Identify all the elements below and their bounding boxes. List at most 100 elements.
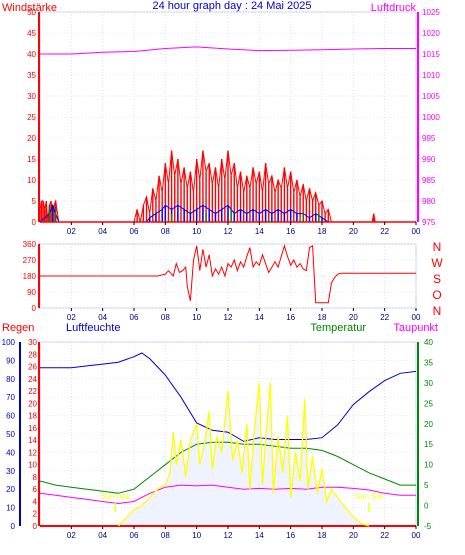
pressure-tick-label: 1005 (422, 92, 440, 101)
time-tick-label: 08 (161, 313, 170, 322)
direction-tick-label: 0 (32, 304, 37, 313)
wind-tick-label: 20 (27, 134, 36, 143)
humidity-tick-label: 60 (6, 412, 15, 421)
time-tick-label: 22 (380, 531, 389, 540)
wind-direction-series (40, 244, 416, 304)
dewpoint-line (39, 484, 416, 505)
humidity-tick-label: 20 (6, 485, 15, 494)
wind-tick-label: 40 (27, 50, 36, 59)
direction-degree-axis: 0 90 180 270 360 (23, 240, 40, 313)
pressure-tick-label: 990 (422, 155, 436, 164)
wind-tick-label: 50 (27, 8, 36, 17)
time-tick-label: 14 (255, 227, 264, 236)
temperature-tick-label: 5 (424, 481, 429, 490)
time-tick-label: 04 (98, 313, 107, 322)
rain-tick-label: 24 (28, 375, 37, 384)
time-tick-label: 16 (286, 531, 295, 540)
humidity-tick-label: 70 (6, 393, 15, 402)
pressure-tick-label: 1025 (422, 8, 440, 17)
time-tick-label: 06 (130, 531, 139, 540)
pressure-axis-title: Luftdruck (371, 2, 417, 14)
time-tick-label: 16 (286, 227, 295, 236)
humidity-tick-label: 0 (11, 522, 16, 531)
humidity-tick-label: 100 (2, 338, 16, 347)
time-tick-label: 04 (98, 531, 107, 540)
pressure-tick-label: 1000 (422, 113, 440, 122)
humidity-tick-label: 90 (6, 356, 15, 365)
solar-area (118, 382, 369, 526)
rain-tick-label: 18 (28, 412, 37, 421)
rain-tick-label: 8 (33, 473, 38, 482)
wind-pressure-series (39, 46, 416, 223)
chart-title: 24 hour graph day : 24 Mai 2025 (152, 0, 311, 12)
direction-tick-label: 180 (23, 272, 37, 281)
rain-tick-label: 12 (28, 448, 37, 457)
time-tick-label: 10 (192, 313, 201, 322)
temperature-tick-label: 40 (424, 338, 433, 347)
time-tick-label: 16 (286, 313, 295, 322)
pressure-tick-label: 1015 (422, 50, 440, 59)
direction-tick-label: 270 (23, 256, 37, 265)
humidity-line (40, 352, 417, 442)
pressure-tick-label: 1020 (422, 29, 440, 38)
time-tick-label: 08 (161, 227, 170, 236)
time-tick-label: 12 (224, 531, 233, 540)
temperature-axis: -5 0 5 10 15 20 25 30 35 40 (417, 338, 433, 531)
dewpoint-legend: Taupunkt (393, 322, 438, 334)
compass-label: N (433, 240, 442, 254)
temperature-tick-label: 35 (424, 358, 433, 367)
time-tick-label: 12 (224, 313, 233, 322)
time-tick-label: 02 (67, 227, 76, 236)
time-tick-label: 00 (412, 531, 421, 540)
sunrise-label: Sun rise (101, 492, 131, 501)
compass-label: O (432, 288, 441, 302)
time-tick-label: 00 (412, 227, 421, 236)
wind-tick-label: 5 (32, 197, 37, 206)
temperature-tick-label: 25 (424, 399, 433, 408)
humidity-tick-label: 10 (6, 504, 15, 513)
time-tick-label: 18 (318, 313, 327, 322)
time-tick-label: 10 (192, 531, 201, 540)
temperature-tick-label: 10 (424, 461, 433, 470)
rain-tick-label: 20 (28, 399, 37, 408)
compass-label: W (431, 256, 443, 270)
pressure-axis: 975 980 985 990 995 1000 1005 1010 1015 1020 1025 (417, 8, 440, 227)
wind-tick-label: 35 (27, 71, 36, 80)
sunset-label: Sun Set (355, 492, 384, 501)
rain-tick-label: 14 (28, 436, 37, 445)
time-tick-label: 02 (67, 313, 76, 322)
sun-annotations: Sun rise Sun Set (101, 492, 384, 512)
rain-tick-label: 0 (33, 522, 38, 531)
rain-tick-label: 4 (33, 497, 38, 506)
time-tick-label: 14 (255, 531, 264, 540)
rain-tick-label: 28 (28, 350, 37, 359)
wind-tick-label: 10 (27, 176, 36, 185)
humidity-tick-label: 40 (6, 448, 15, 457)
rain-axis-title: Regen (2, 322, 34, 334)
time-tick-label: 10 (192, 227, 201, 236)
rain-tick-label: 22 (28, 387, 37, 396)
temperature-tick-label: -5 (424, 522, 432, 531)
time-tick-label: 18 (318, 227, 327, 236)
time-tick-label: 02 (67, 531, 76, 540)
wind-speed-bar-outline (39, 203, 329, 223)
temperature-tick-label: 0 (424, 502, 429, 511)
temperature-tick-label: 30 (424, 379, 433, 388)
pressure-tick-label: 1010 (422, 71, 440, 80)
time-tick-label: 08 (161, 531, 170, 540)
pressure-line (40, 46, 416, 55)
pressure-tick-label: 985 (422, 176, 436, 185)
rain-tick-label: 2 (33, 510, 38, 519)
time-tick-label: 00 (412, 313, 421, 322)
wind-tick-label: 15 (27, 155, 36, 164)
humidity-axis: 0 10 20 30 40 50 60 70 80 90 100 (2, 338, 21, 531)
temperature-line (39, 441, 416, 494)
wind-tick-label: 25 (27, 113, 36, 122)
humidity-axis-title: Luftfeuchte (66, 322, 120, 334)
direction-tick-label: 90 (27, 288, 36, 297)
